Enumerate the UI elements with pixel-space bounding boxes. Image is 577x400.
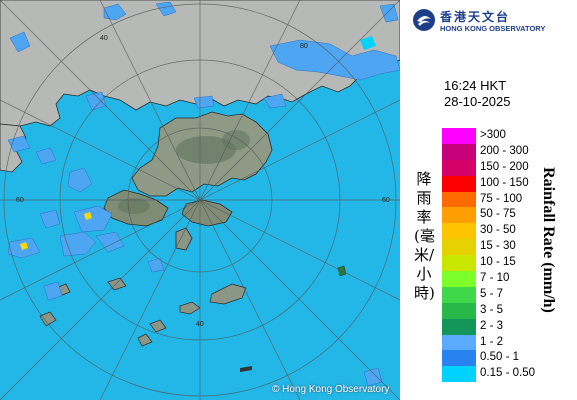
legend-item: 100 - 150 [442, 175, 577, 192]
legend-swatch [442, 286, 476, 303]
legend-swatch [442, 128, 476, 144]
hong-kong-observatory-logo-icon [413, 9, 435, 31]
legend-item: 7 - 10 [442, 271, 577, 287]
rain-echo [84, 212, 92, 220]
logo-english: HONG KONG OBSERVATORY [440, 24, 546, 33]
legend-swatch [442, 207, 476, 224]
legend-item: 150 - 200 [442, 159, 577, 176]
rainfall-rate-title-chinese: 降雨率(毫米/小時) [414, 170, 435, 302]
ring-labels: 40 60 40 60 80 [16, 35, 390, 328]
legend-label: 30 - 50 [480, 224, 516, 237]
rain-echo [73, 205, 113, 233]
island [107, 277, 127, 291]
legend-label: >300 [480, 129, 506, 141]
legend-swatch [442, 223, 476, 240]
ring-label: 40 [196, 321, 204, 328]
radial-line [0, 99, 400, 301]
hills [176, 136, 236, 164]
legend-label: 10 - 15 [480, 256, 516, 269]
range-rings [0, 0, 400, 400]
rain-echo [67, 167, 93, 193]
legend-label: 15 - 30 [480, 240, 516, 253]
legend-swatch [442, 271, 476, 287]
rain-echoes [7, 1, 400, 387]
legend-swatch [442, 350, 476, 367]
island [209, 283, 247, 305]
rain-echo [193, 95, 215, 109]
legend-item: 0.15 - 0.50 [442, 366, 577, 383]
rain-echo [360, 36, 376, 50]
legend-label: 2 - 3 [480, 319, 504, 332]
rain-echo [43, 281, 63, 301]
rain-echo [147, 257, 165, 273]
legend-label: 100 - 150 [480, 176, 529, 189]
island [149, 319, 167, 333]
rain-echo [95, 231, 125, 253]
legend-swatch [442, 318, 476, 335]
legend-item: >300 [442, 128, 577, 144]
legend-swatch [442, 175, 476, 192]
legend-label: 3 - 5 [480, 303, 504, 316]
radar-map: 40 60 40 60 80 © Hong Kong Observatory [0, 0, 400, 400]
rain-echo [20, 242, 28, 250]
legend-item: 30 - 50 [442, 223, 577, 240]
observation-time: 16:24 HKT [444, 78, 507, 93]
legend-swatch [442, 159, 476, 176]
legend-item: 3 - 5 [442, 302, 577, 319]
legend-item: 10 - 15 [442, 255, 577, 272]
legend-swatch [442, 366, 476, 383]
copyright-notice: © Hong Kong Observatory [272, 384, 390, 395]
rain-echo [263, 93, 287, 109]
legend-swatch [442, 255, 476, 272]
ring-label: 80 [300, 43, 308, 50]
legend-label: 0.15 - 0.50 [480, 367, 535, 380]
rain-echo [155, 1, 177, 17]
legend-label: 7 - 10 [480, 272, 510, 285]
island [240, 366, 252, 372]
hills [222, 130, 250, 150]
lamma-island [175, 227, 193, 251]
rain-echo [9, 31, 31, 53]
legend-label: 200 - 300 [480, 144, 529, 157]
legend-item: 50 - 75 [442, 207, 577, 224]
rain-echo [379, 3, 399, 23]
legend-item: 200 - 300 [442, 143, 577, 160]
legend-item: 2 - 3 [442, 318, 577, 335]
rainfall-legend: >300 200 - 300 150 - 200 100 - 150 75 - 100 5… [442, 128, 577, 383]
ring-label: 60 [382, 197, 390, 204]
legend-label: 0.50 - 1 [480, 351, 519, 364]
rainfall-rate-title-english: Rainfall Rate (mm/h) [540, 167, 557, 313]
legend-item: 15 - 30 [442, 239, 577, 256]
legend-swatch [442, 302, 476, 319]
ring-label: 60 [16, 197, 24, 204]
legend-label: 75 - 100 [480, 192, 523, 205]
island [179, 301, 201, 315]
observation-date: 28-10-2025 [444, 94, 511, 109]
legend-label: 150 - 200 [480, 160, 529, 173]
legend-item: 0.50 - 1 [442, 350, 577, 367]
legend-item: 75 - 100 [442, 191, 577, 208]
hills [118, 198, 150, 214]
legend-swatch [442, 239, 476, 256]
rain-echo [35, 147, 57, 165]
rain-echo [39, 209, 61, 229]
legend-label: 50 - 75 [480, 208, 516, 221]
logo-chinese: 香港天文台 [440, 10, 511, 24]
radar-map-canvas: 40 60 40 60 80 [0, 0, 400, 400]
legend-swatch [442, 143, 476, 160]
legend-item: 5 - 7 [442, 286, 577, 303]
legend-swatch [442, 334, 476, 351]
legend-label: 1 - 2 [480, 335, 504, 348]
rain-echoes-moderate [20, 36, 376, 250]
legend-label: 5 - 7 [480, 287, 504, 300]
legend-swatch [442, 191, 476, 208]
island [137, 333, 153, 347]
rain-echo [269, 39, 400, 81]
rain-echo [103, 3, 127, 21]
legend-item: 1 - 2 [442, 334, 577, 351]
island [39, 311, 57, 327]
hko-logo: 香港天文台 HONG KONG OBSERVATORY [410, 6, 575, 38]
legend-panel: 香港天文台 HONG KONG OBSERVATORY 16:24 HKT 28… [400, 0, 577, 400]
ring-label: 40 [100, 35, 108, 42]
